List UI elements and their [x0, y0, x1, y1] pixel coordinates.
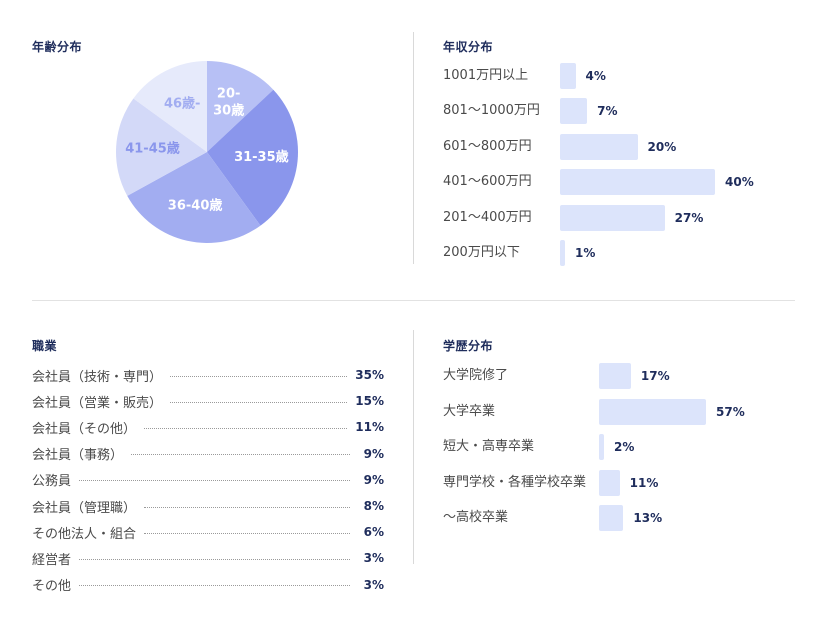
bar-row: 1001万円以上 4%: [443, 63, 803, 89]
bar-category-label: 〜高校卒業: [443, 510, 509, 525]
education-section-title: 学歴分布: [443, 339, 494, 353]
bar-value-label: 40%: [725, 175, 754, 190]
age-section-title: 年齢分布: [32, 40, 83, 54]
bar-value-label: 57%: [716, 404, 745, 419]
pie-slice: [133, 61, 207, 152]
bar-category-label: 601〜800万円: [443, 138, 532, 154]
dotted-leader: [144, 427, 348, 429]
bar: [599, 363, 631, 389]
bar-value-label: 11%: [629, 475, 659, 490]
bar-value-label: 17%: [640, 369, 670, 383]
occupation-row: 会社員（技術・専門） 35%: [32, 365, 384, 385]
bar-category-label: 大学卒業: [443, 403, 496, 419]
occupation-value: 11%: [355, 420, 384, 435]
dotted-leader: [79, 585, 350, 587]
bar: [560, 98, 588, 125]
age-pie-chart: 20-30歳 31-35歳 36-40歳 41-45歳 46歳-: [116, 61, 298, 244]
dotted-leader: [131, 454, 350, 456]
bar-category-label: 大学院修了: [443, 368, 509, 383]
bar-row: 大学院修了 17%: [443, 363, 803, 389]
occupation-row: 公務員 9%: [32, 470, 384, 490]
pie-slice: [207, 61, 274, 152]
bar-row: 200万円以下 1%: [443, 240, 803, 266]
bar-category-label: 1001万円以上: [443, 68, 529, 83]
pie-slice-label: 36-40歳: [168, 197, 223, 213]
dotted-leader: [79, 558, 350, 560]
occupation-row: 会社員（管理職） 8%: [32, 496, 384, 516]
dotted-leader: [144, 532, 350, 534]
bar-value-label: 2%: [614, 440, 635, 454]
dotted-leader: [79, 480, 350, 482]
pie-slice-label: 46歳-: [164, 95, 201, 111]
bar-value-label: 7%: [597, 104, 618, 119]
occupation-label: その他法人・組合: [32, 526, 137, 542]
bottom-vertical-divider: [413, 330, 414, 564]
occupation-value: 6%: [363, 525, 384, 540]
pie-slice: [207, 89, 298, 226]
pie-slice: [127, 152, 261, 244]
top-vertical-divider: [413, 32, 414, 264]
occupation-row: 会社員（営業・販売） 15%: [32, 391, 384, 411]
occupation-value: 8%: [363, 499, 384, 513]
occupation-value: 9%: [363, 446, 384, 461]
occupation-value: 3%: [363, 577, 384, 592]
bar-category-label: 専門学校・各種学校卒業: [443, 474, 587, 490]
occupation-label: その他: [32, 579, 72, 595]
occupation-label: 会社員（事務）: [32, 448, 124, 464]
pie-slice-label: 41-45歳: [125, 141, 180, 157]
bar-row: 801〜1000万円 7%: [443, 98, 803, 125]
bar-category-label: 801〜1000万円: [443, 103, 540, 119]
occupation-label: 経営者: [32, 552, 72, 568]
bar: [560, 63, 576, 89]
bar-row: 201〜400万円 27%: [443, 204, 803, 231]
bar-value-label: 27%: [674, 210, 704, 225]
occupation-value: 15%: [355, 394, 384, 409]
bar: [599, 398, 706, 425]
occupation-row: 経営者 3%: [32, 548, 384, 568]
bar: [560, 169, 715, 196]
pie-slice-label: 31-35歳: [234, 149, 289, 165]
occupation-value: 3%: [363, 551, 384, 566]
bar: [560, 240, 565, 266]
occupation-row: 会社員（その他） 11%: [32, 417, 384, 437]
occupation-value: 35%: [355, 368, 384, 382]
dotted-leader: [170, 401, 348, 403]
income-section-title: 年収分布: [443, 40, 494, 54]
bar-row: 大学卒業 57%: [443, 398, 803, 425]
bar-value-label: 20%: [647, 139, 677, 154]
occupation-label: 会社員（営業・販売）: [32, 395, 163, 411]
occupation-label: 会社員（管理職）: [32, 500, 137, 516]
bar: [599, 469, 620, 496]
bar-row: 〜高校卒業 13%: [443, 505, 803, 531]
bar-row: 専門学校・各種学校卒業 11%: [443, 469, 803, 496]
bar: [560, 133, 638, 160]
bar-category-label: 401〜600万円: [443, 174, 532, 190]
bar: [599, 505, 624, 531]
bar-value-label: 1%: [575, 246, 596, 260]
occupation-label: 会社員（技術・専門）: [32, 369, 163, 385]
dotted-leader: [170, 375, 348, 377]
horizontal-divider: [32, 300, 795, 301]
bar: [560, 204, 665, 231]
bar-row: 601〜800万円 20%: [443, 133, 803, 160]
bar-row: 401〜600万円 40%: [443, 169, 803, 196]
occupation-row: その他法人・組合 6%: [32, 522, 384, 542]
bar-value-label: 13%: [633, 511, 663, 525]
bar-category-label: 200万円以下: [443, 245, 520, 260]
bar-category-label: 201〜400万円: [443, 209, 532, 225]
bar: [599, 434, 604, 460]
occupation-label: 公務員: [32, 474, 72, 490]
occupation-label: 会社員（その他）: [32, 421, 137, 437]
occupation-value: 9%: [363, 472, 384, 487]
dotted-leader: [144, 506, 350, 508]
pie-slice-label: 20-30歳: [213, 86, 244, 118]
occupation-row: 会社員（事務） 9%: [32, 444, 384, 464]
occupation-section-title: 職業: [32, 339, 58, 353]
occupation-row: その他 3%: [32, 575, 384, 595]
bar-category-label: 短大・高専卒業: [443, 439, 535, 454]
bar-value-label: 4%: [585, 69, 606, 83]
bar-row: 短大・高専卒業 2%: [443, 434, 803, 460]
pie-slice: [116, 98, 207, 196]
